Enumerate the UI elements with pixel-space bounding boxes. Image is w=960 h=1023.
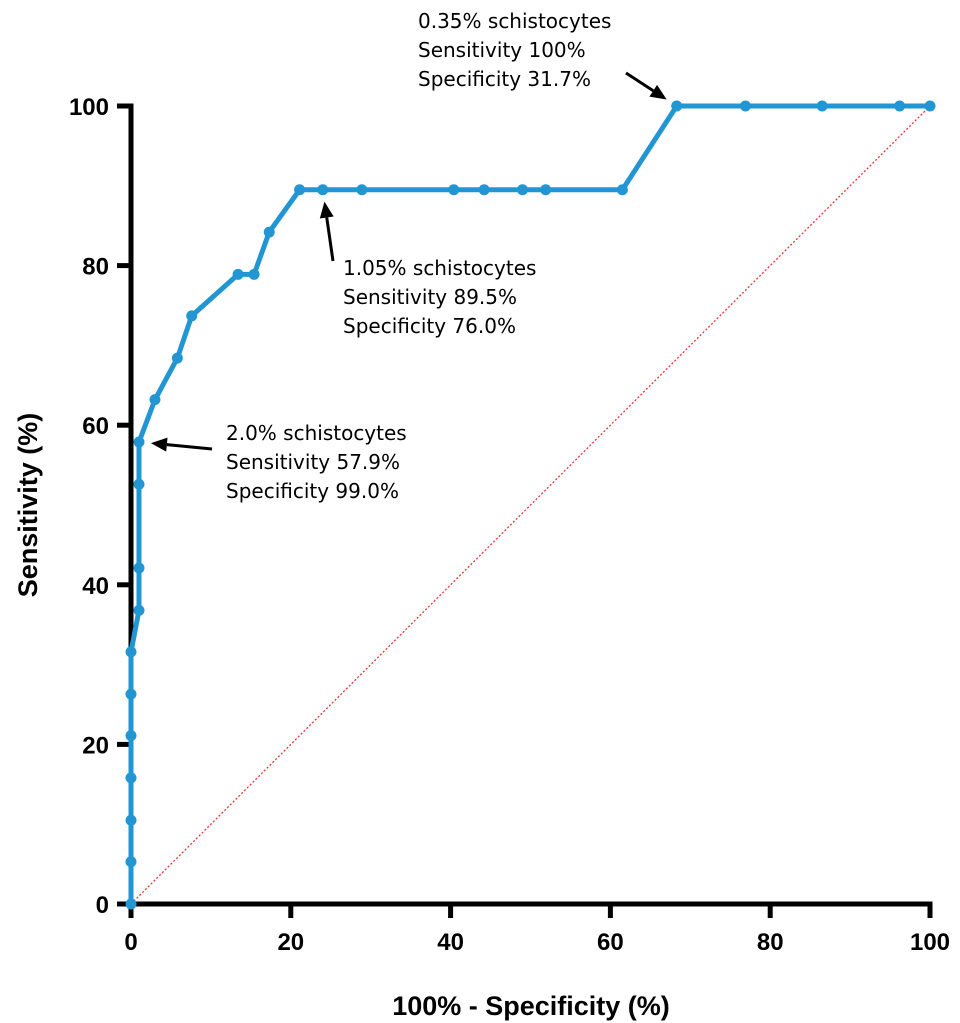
annotation-text: 1.05% schistocytes Sensitivity 89.5% Speci… (343, 256, 536, 338)
annotation-text: 2.0% schistocytes Sensitivity 57.9% Specif… (226, 421, 407, 503)
data-point (133, 562, 145, 574)
y-tick-label: 60 (82, 413, 109, 440)
y-tick-label: 80 (82, 254, 109, 281)
data-point (125, 646, 137, 658)
data-point (540, 184, 552, 196)
data-point (125, 814, 137, 826)
annotation-line: 2.0% schistocytes (226, 421, 407, 445)
annotation-line: Sensitivity 57.9% (226, 450, 400, 474)
x-tick-label: 20 (277, 929, 304, 956)
annotation-line: Sensitivity 100% (418, 38, 586, 62)
data-point (517, 184, 529, 196)
data-point (894, 100, 906, 112)
annotation-line: 0.35% schistocytes (418, 9, 611, 33)
y-tick-label: 100 (69, 94, 109, 121)
data-point (478, 184, 490, 196)
annotation-line: Sensitivity 89.5% (343, 285, 517, 309)
data-point (739, 100, 751, 112)
annotation-line: Specificity 99.0% (226, 479, 399, 503)
data-point (356, 184, 368, 196)
series-line-roc (128, 103, 933, 907)
annotation-line: 1.05% schistocytes (343, 256, 536, 280)
data-point (232, 268, 244, 280)
x-tick-label: 60 (597, 929, 624, 956)
annotation-arrow-shaft (325, 217, 335, 262)
y-axis: 0 20 40 60 80 100 (69, 94, 134, 919)
annotation-arrow-head (649, 84, 667, 100)
annotation-arrow-head (319, 201, 334, 219)
y-axis-title: Sensitivity (%) (13, 413, 43, 598)
data-point (125, 898, 137, 910)
data-point (171, 352, 183, 364)
annotation-arrow-shaft (166, 443, 213, 451)
y-tick-label: 0 (96, 892, 109, 919)
annotation-arrow-shaft (625, 71, 655, 92)
data-point (133, 604, 145, 616)
x-tick-label: 40 (437, 929, 464, 956)
data-point (186, 310, 198, 322)
data-point (616, 184, 628, 196)
data-point (248, 268, 260, 280)
annotation-line: Specificity 31.7% (418, 67, 591, 91)
annotation-line: Specificity 76.0% (343, 314, 516, 338)
y-tick-label: 20 (82, 732, 109, 759)
data-point (133, 436, 145, 448)
data-point (671, 100, 683, 112)
x-axis-title: 100% - Specificity (%) (392, 991, 670, 1021)
data-point (149, 394, 161, 406)
x-tick-label: 0 (124, 929, 137, 956)
data-point (448, 184, 460, 196)
data-point (317, 184, 329, 196)
annotation-arrow-head (150, 437, 168, 452)
y-tick-label: 40 (82, 573, 109, 600)
data-point (125, 688, 137, 700)
data-point (294, 184, 306, 196)
annotation-text: 0.35% schistocytes Sensitivity 100% Specif… (418, 9, 611, 91)
data-point (263, 226, 275, 238)
data-point (125, 856, 137, 868)
x-tick-label: 80 (757, 929, 784, 956)
data-point (125, 772, 137, 784)
x-axis: 0 20 40 60 80 100 (124, 901, 950, 956)
data-point (133, 478, 145, 490)
data-point (816, 100, 828, 112)
x-tick-label: 100 (910, 929, 950, 956)
data-points (125, 100, 936, 910)
data-point (125, 730, 137, 742)
reference-diagonal-line (130, 105, 931, 905)
annotations: 0.35% schistocytes Sensitivity 100% Specif… (150, 9, 667, 503)
data-point (924, 100, 936, 112)
